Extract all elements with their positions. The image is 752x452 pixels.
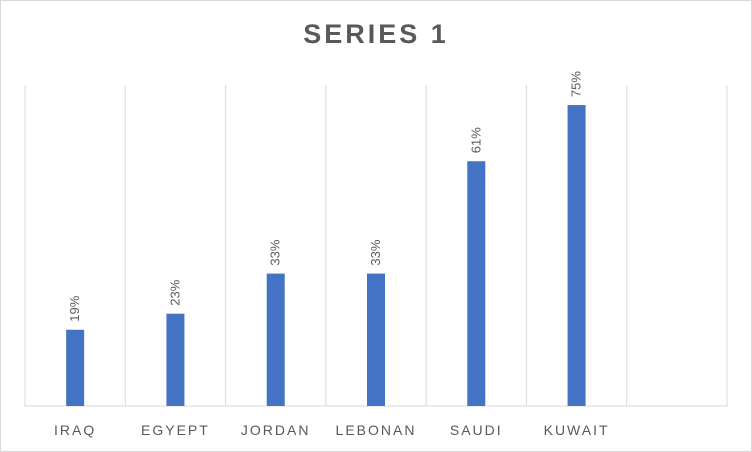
- x-tick-label-lebonan: LEBONAN: [336, 422, 417, 438]
- x-tick-label-saudi: SAUDI: [450, 422, 503, 438]
- data-label-iraq: 19%: [67, 295, 82, 321]
- x-tick-label-kuwait: KUWAIT: [544, 422, 610, 438]
- bar-saudi: [467, 161, 486, 406]
- data-label-kuwait: 75%: [569, 71, 584, 97]
- data-label-egyept: 23%: [167, 279, 182, 305]
- data-label-jordan: 33%: [268, 239, 283, 265]
- x-tick-label-iraq: IRAQ: [54, 422, 96, 438]
- data-label-saudi: 61%: [468, 127, 483, 153]
- bar-kuwait: [567, 105, 586, 406]
- chart-title: SERIES 1: [303, 19, 449, 49]
- x-tick-label-egyept: EGYEPT: [141, 422, 210, 438]
- bar-egyept: [166, 313, 185, 406]
- bar-iraq: [66, 329, 85, 406]
- x-tick-label-jordan: JORDAN: [241, 422, 311, 438]
- bar-lebonan: [367, 273, 385, 406]
- data-label-lebonan: 33%: [368, 239, 383, 265]
- bar-jordan: [266, 273, 285, 406]
